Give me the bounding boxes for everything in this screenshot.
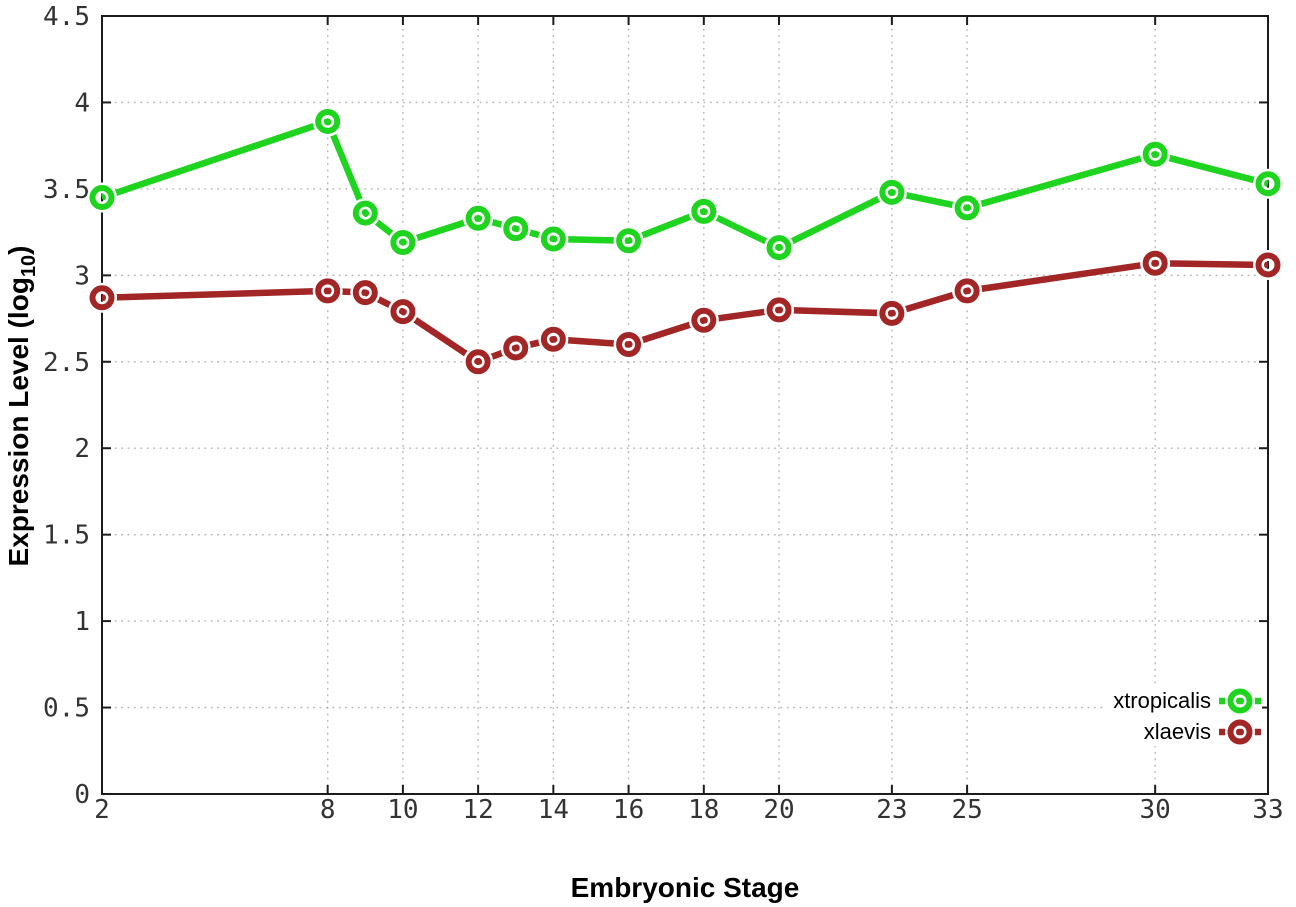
data-point-marker	[954, 195, 980, 221]
series-xlaevis	[87, 248, 1283, 377]
legend-label-xlaevis: xlaevis	[1143, 719, 1211, 744]
y-tick-label: 2.5	[43, 348, 90, 378]
y-tick-label: 2	[74, 434, 90, 464]
data-point-marker	[879, 179, 905, 205]
legend-label-xtropicalis: xtropicalis	[1113, 688, 1211, 713]
x-tick-label: 33	[1252, 795, 1283, 825]
series-line-xlaevis	[101, 259, 1269, 366]
legend-item-xtropicalis: xtropicalis	[1103, 687, 1262, 715]
x-tick-label: 10	[387, 795, 418, 825]
x-tick-label: 20	[763, 795, 794, 825]
gridlines	[102, 16, 1269, 794]
data-point-marker	[691, 307, 717, 333]
data-point-marker	[691, 198, 717, 224]
x-tick-label: 14	[538, 795, 569, 825]
x-tick-label: 30	[1140, 795, 1171, 825]
x-tick-label: 8	[320, 795, 336, 825]
x-tick-label: 18	[688, 795, 719, 825]
axis-ticks	[101, 15, 1269, 795]
series-xtropicalis	[87, 106, 1283, 263]
x-tick-labels: 2 8 10 12 14 16 18 20 23 25 30 33	[94, 795, 1283, 825]
y-tick-label: 4.5	[43, 2, 90, 32]
y-axis-title: Expression Level (log10)	[3, 246, 41, 567]
data-point-marker	[352, 280, 378, 306]
data-point-marker	[89, 285, 115, 311]
y-tick-labels: 0 0.5 1 1.5 2 2.5 3 3.5 4 4.5	[43, 2, 90, 810]
y-axis-title-text: Expression Level (log	[3, 277, 35, 567]
data-point-marker	[503, 216, 529, 242]
data-point-marker	[465, 349, 491, 375]
y-tick-label: 3.5	[43, 175, 90, 205]
legend-sample-xlaevis	[1219, 718, 1261, 746]
y-tick-label: 0	[74, 780, 90, 810]
data-point-marker	[465, 205, 491, 231]
data-point-marker	[616, 228, 642, 254]
data-point-marker	[616, 331, 642, 357]
legend-sample-xtropicalis	[1219, 687, 1261, 715]
x-tick-label: 16	[613, 795, 644, 825]
y-tick-label: 4	[74, 88, 90, 118]
x-tick-label: 23	[876, 795, 907, 825]
data-point-marker	[1255, 171, 1281, 197]
data-point-marker	[1142, 250, 1168, 276]
legend-item-xlaevis: xlaevis	[1103, 718, 1262, 746]
plot-border	[101, 15, 1269, 795]
y-axis-title-close: )	[3, 245, 35, 255]
y-tick-label: 1	[74, 607, 90, 637]
x-axis-title: Embryonic Stage	[570, 872, 800, 903]
y-tick-label: 1.5	[43, 521, 90, 551]
data-point-marker	[766, 297, 792, 323]
data-point-marker	[315, 278, 341, 304]
data-point-marker	[954, 278, 980, 304]
data-point-marker	[1142, 141, 1168, 167]
data-point-marker	[766, 235, 792, 261]
x-tick-label: 2	[94, 795, 110, 825]
data-point-marker	[540, 326, 566, 352]
y-axis-title-subscript: 10	[17, 254, 40, 278]
data-point-marker	[503, 335, 529, 361]
data-point-marker	[390, 229, 416, 255]
series-line-xtropicalis	[100, 118, 1269, 251]
data-point-marker	[390, 299, 416, 325]
x-tick-label: 25	[951, 795, 982, 825]
y-tick-label: 3	[74, 261, 90, 291]
legend: xtropicalis xlaevis	[1103, 687, 1262, 746]
data-point-marker	[315, 108, 341, 134]
data-point-marker	[540, 226, 566, 252]
legend-sample-marker	[1227, 719, 1253, 745]
data-point-marker	[89, 185, 115, 211]
x-tick-label: 12	[462, 795, 493, 825]
data-point-marker	[1255, 252, 1281, 278]
legend-sample-marker	[1227, 688, 1253, 714]
y-tick-label: 0.5	[43, 694, 90, 724]
data-point-marker	[352, 200, 378, 226]
data-point-marker	[879, 300, 905, 326]
